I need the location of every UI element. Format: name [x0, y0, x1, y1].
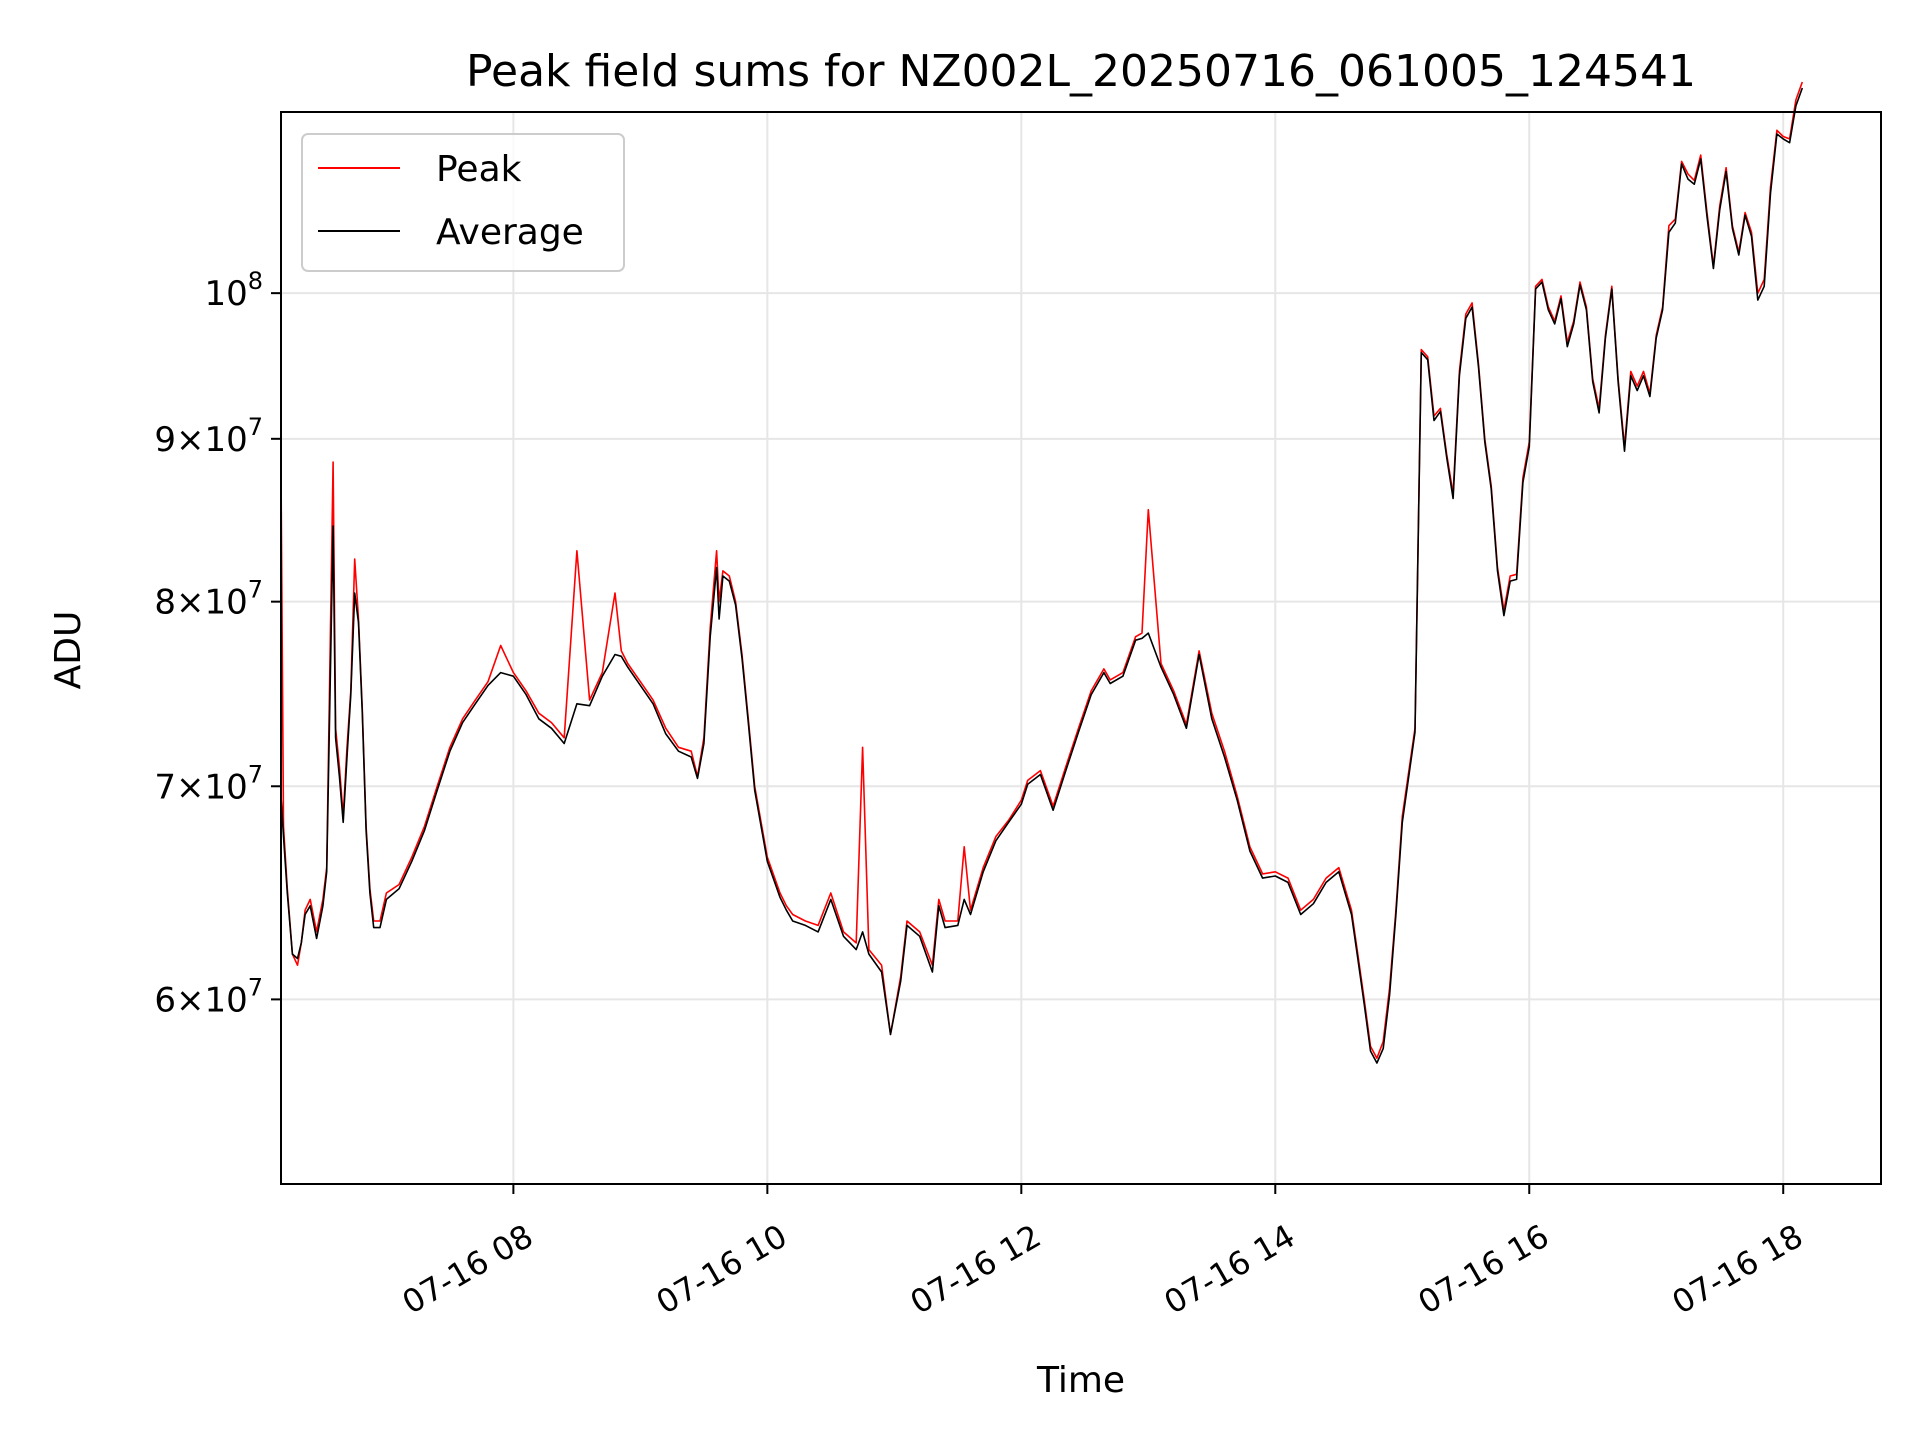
y-tick-exponent: 7: [248, 973, 263, 1001]
legend-label: Peak: [436, 149, 522, 190]
y-tick-label: 7×107: [154, 760, 263, 807]
series-line-average: [280, 87, 1804, 1064]
plot-frame: [280, 111, 1882, 1185]
y-tick-label: 6×107: [154, 973, 263, 1020]
y-tick-exponent: 7: [248, 576, 263, 604]
y-tick-label: 8×107: [154, 576, 263, 623]
y-tick-exponent: 8: [248, 267, 263, 295]
y-tick-exponent: 7: [248, 413, 263, 441]
y-tick-exponent: 7: [248, 760, 263, 788]
legend: Peak Average: [301, 133, 625, 272]
grid: [281, 112, 1881, 1184]
y-tick-mantissa: 6×10: [154, 980, 247, 1020]
y-tick-mantissa: 7×10: [154, 767, 247, 807]
y-tick-label: 9×107: [154, 413, 263, 460]
chart-title: Peak field sums for NZ002L_20250716_0610…: [466, 46, 1696, 97]
y-tick-mantissa: 9×10: [154, 420, 247, 460]
y-tick-mantissa: 10: [204, 274, 247, 314]
series-layer: [280, 81, 1804, 1064]
y-tick-mantissa: 8×10: [154, 583, 247, 623]
legend-label: Average: [436, 212, 584, 253]
y-tick-label: 108: [204, 267, 263, 314]
y-axis-label: ADU: [48, 611, 89, 690]
x-axis-label: Time: [1036, 1360, 1125, 1401]
